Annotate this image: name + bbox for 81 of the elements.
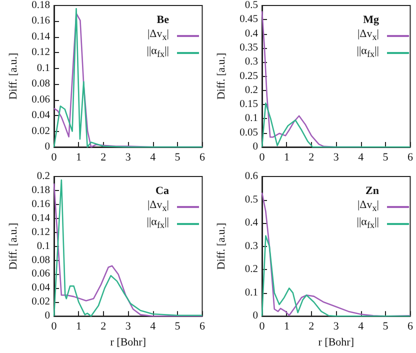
x-tick-label: 5 bbox=[174, 152, 181, 164]
y-tick-label: 0.06 bbox=[32, 94, 50, 106]
y-tick-label: 0.2 bbox=[244, 84, 258, 96]
y-tick-label: 0.1 bbox=[244, 113, 258, 124]
y-tick-label: 0.04 bbox=[32, 110, 51, 122]
y-axis-title: Diff. [a.u.] bbox=[8, 52, 20, 100]
legend-title: Be bbox=[156, 13, 170, 27]
x-tick-label: 6 bbox=[200, 152, 206, 164]
y-tick-label: 0.6 bbox=[244, 171, 258, 182]
x-tick-label: 2 bbox=[308, 320, 314, 333]
y-tick-label: 0.5 bbox=[244, 0, 258, 11]
y-tick-label: 0 bbox=[44, 310, 50, 322]
y-tick-label: 0.08 bbox=[32, 254, 50, 266]
y-tick-label: 0.12 bbox=[32, 47, 50, 58]
legend-label: |Δv$_{x}$| bbox=[147, 198, 169, 216]
y-tick-label: 0.4 bbox=[244, 28, 259, 40]
x-axis-title: r [Bohr] bbox=[110, 336, 146, 348]
y-tick-label: 0.05 bbox=[240, 127, 258, 138]
y-tick-label: 0.3 bbox=[244, 56, 258, 68]
x-tick-label: 3 bbox=[125, 320, 132, 333]
x-tick-label: 2 bbox=[308, 152, 314, 164]
y-tick-label: 0.08 bbox=[32, 78, 50, 90]
y-tick-label: 0.14 bbox=[32, 212, 51, 224]
y-tick-label: 0.14 bbox=[32, 31, 51, 42]
legend-label: ||α$_{fx}$|| bbox=[356, 215, 379, 232]
y-tick-label: 0.2 bbox=[244, 264, 258, 276]
legend-title: Zn bbox=[364, 184, 380, 198]
x-tick-label: 4 bbox=[150, 320, 156, 333]
x-tick-label: 6 bbox=[200, 320, 206, 333]
y-tick-label: 0.45 bbox=[240, 14, 258, 26]
x-tick-label: 2 bbox=[100, 320, 106, 333]
x-tick-label: 3 bbox=[125, 152, 132, 164]
y-tick-label: 0.18 bbox=[32, 184, 50, 196]
y-tick-label: 0.1 bbox=[244, 287, 258, 298]
y-tick-label: 0.16 bbox=[32, 198, 50, 210]
x-tick-label: 1 bbox=[284, 320, 290, 333]
x-tick-label: 4 bbox=[358, 320, 364, 333]
y-tick-label: 0.4 bbox=[244, 218, 259, 229]
x-tick-label: 6 bbox=[408, 152, 414, 164]
y-tick-label: 0.25 bbox=[240, 70, 258, 82]
legend-label: ||α$_{fx}$|| bbox=[356, 44, 379, 62]
x-tick-label: 5 bbox=[174, 320, 181, 333]
x-tick-label: 4 bbox=[358, 152, 364, 164]
x-tick-label: 4 bbox=[150, 152, 156, 164]
y-tick-label: 0 bbox=[252, 142, 258, 152]
legend-label: ||α$_{fx}$|| bbox=[146, 215, 169, 232]
y-axis-title: Diff. [a.u.] bbox=[8, 222, 20, 270]
y-tick-label: 0.35 bbox=[240, 42, 258, 54]
y-tick-label: 0.16 bbox=[32, 16, 50, 27]
x-tick-label: 3 bbox=[333, 152, 340, 164]
y-tick-label: 0.15 bbox=[240, 99, 258, 110]
y-tick-label: 0.3 bbox=[244, 240, 258, 252]
y-tick-label: 0.18 bbox=[32, 0, 50, 11]
x-tick-label: 5 bbox=[382, 320, 389, 333]
y-tick-label: 0.1 bbox=[36, 62, 50, 74]
y-tick-label: 0.02 bbox=[32, 296, 50, 308]
x-axis-title: r [Bohr] bbox=[318, 336, 354, 348]
legend-label: |Δv$_{x}$| bbox=[357, 198, 379, 216]
y-axis-title: Diff. [a.u.] bbox=[216, 52, 228, 100]
x-tick-label: 1 bbox=[284, 152, 290, 164]
x-tick-label: 1 bbox=[76, 320, 82, 333]
y-tick-label: 0.1 bbox=[36, 240, 50, 252]
y-axis-title: Diff. [a.u.] bbox=[216, 222, 228, 270]
x-tick-label: 1 bbox=[76, 152, 82, 164]
x-tick-label: 3 bbox=[333, 320, 340, 333]
y-tick-label: 0.12 bbox=[32, 226, 50, 238]
legend-title: Mg bbox=[362, 13, 380, 27]
x-tick-label: 6 bbox=[408, 320, 414, 333]
x-tick-label: 2 bbox=[100, 152, 106, 164]
y-tick-label: 0.06 bbox=[32, 268, 50, 280]
legend-label: |Δv$_{x}$| bbox=[147, 27, 169, 44]
y-tick-label: 0.04 bbox=[32, 282, 51, 294]
legend-label: ||α$_{fx}$|| bbox=[146, 44, 169, 62]
y-tick-label: 0.5 bbox=[244, 194, 258, 206]
y-tick-label: 0.02 bbox=[32, 126, 50, 137]
y-tick-label: 0.2 bbox=[36, 171, 50, 182]
y-tick-label: 0 bbox=[252, 310, 258, 322]
legend-label: |Δv$_{x}$| bbox=[357, 27, 379, 44]
y-tick-label: 0 bbox=[44, 142, 50, 152]
x-tick-label: 5 bbox=[382, 152, 389, 164]
legend-title: Ca bbox=[154, 184, 170, 198]
